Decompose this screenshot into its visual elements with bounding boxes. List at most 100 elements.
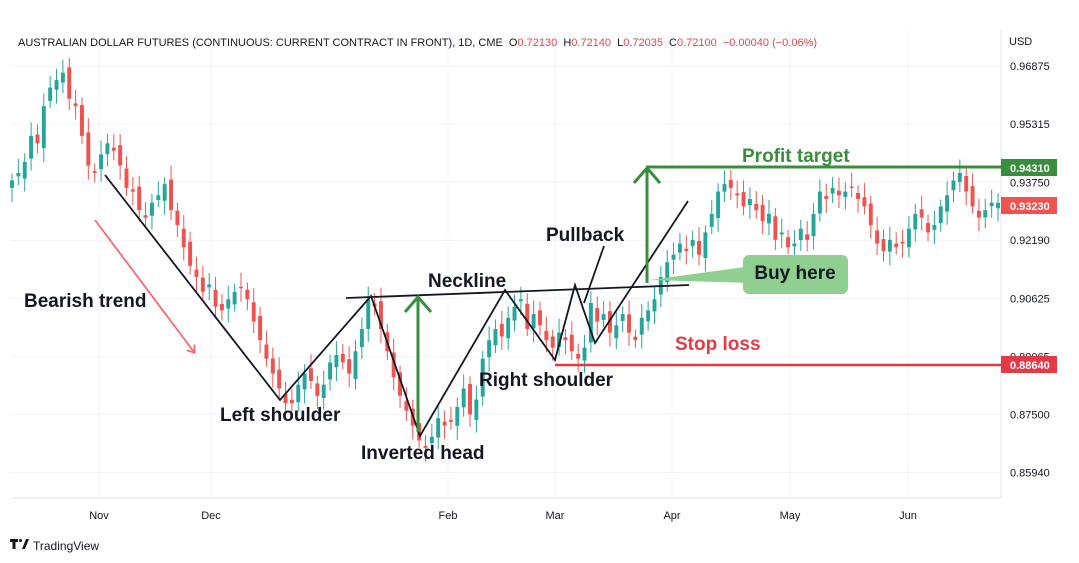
bearish-trend-label: Bearish trend <box>24 291 146 312</box>
candle <box>264 331 269 367</box>
candle <box>932 210 937 244</box>
inverted-head-label: Inverted head <box>361 443 485 464</box>
height-arrow <box>403 294 433 432</box>
candle <box>67 57 72 111</box>
candle <box>22 153 27 192</box>
candle <box>99 140 104 182</box>
candle <box>614 311 619 350</box>
l-label: L <box>617 37 623 49</box>
pullback-label: Pullback <box>546 225 625 246</box>
candle <box>162 177 167 215</box>
candle <box>951 171 956 203</box>
candle <box>938 199 943 232</box>
candle <box>868 195 873 239</box>
candle <box>779 218 784 249</box>
candle <box>588 291 593 353</box>
candle <box>976 198 981 232</box>
candle <box>665 249 670 292</box>
candle <box>111 134 116 161</box>
x-tick-label: Feb <box>439 510 458 522</box>
candle <box>894 232 899 255</box>
candle <box>334 341 339 382</box>
candle <box>277 357 282 398</box>
candle <box>811 203 816 250</box>
candle <box>328 354 333 391</box>
candle <box>366 286 371 343</box>
c-value: 0.72100 <box>677 37 717 49</box>
candle <box>773 208 778 251</box>
candle <box>741 180 746 216</box>
candle <box>620 306 625 333</box>
candle <box>353 339 358 390</box>
candle <box>684 235 689 265</box>
candle <box>270 347 275 388</box>
candle <box>722 170 727 202</box>
candle <box>73 89 78 120</box>
candle <box>480 351 485 407</box>
x-tick-label: Nov <box>89 510 109 522</box>
x-tick-label: May <box>780 510 801 522</box>
neckline-line <box>345 284 690 299</box>
candle <box>130 176 135 206</box>
candle <box>80 97 84 144</box>
candle <box>563 328 568 355</box>
candle <box>226 285 231 323</box>
candle <box>798 219 803 251</box>
svg-text:0.93230: 0.93230 <box>1010 201 1050 213</box>
candle <box>86 118 91 180</box>
candle <box>512 294 517 332</box>
profit-target-price-tag: 0.94310 <box>1001 159 1057 176</box>
candle <box>474 385 479 433</box>
candle <box>149 193 154 230</box>
candle <box>576 343 581 372</box>
candle <box>544 316 549 353</box>
candle <box>239 272 243 302</box>
candle <box>455 397 460 440</box>
currency-label: USD <box>1009 36 1032 48</box>
x-axis: Nov Dec Feb Mar Apr May Jun <box>89 30 917 522</box>
candle <box>957 159 962 193</box>
candle <box>817 179 822 222</box>
candle <box>607 301 612 347</box>
candle <box>601 301 606 328</box>
candle <box>747 187 752 220</box>
profit-target-label: Profit target <box>742 146 850 167</box>
candle <box>499 310 504 350</box>
tradingview-brand: TradingView <box>33 539 99 553</box>
candle <box>321 370 326 410</box>
candle <box>448 406 453 430</box>
candle <box>289 388 294 416</box>
candle <box>309 354 313 389</box>
candle <box>697 227 701 266</box>
candle <box>188 231 193 275</box>
candle <box>245 282 250 311</box>
buy-here-box <box>743 255 848 294</box>
left-shoulder-label: Left shoulder <box>220 405 341 426</box>
candle <box>105 133 110 167</box>
svg-text:0.88640: 0.88640 <box>1010 360 1050 372</box>
candle <box>194 256 199 292</box>
candle <box>315 376 320 410</box>
candle <box>347 346 352 388</box>
candle <box>538 301 542 336</box>
candle <box>690 230 695 258</box>
candle <box>398 365 403 408</box>
stop-loss-label: Stop loss <box>675 334 761 355</box>
candle <box>709 199 714 234</box>
candle <box>404 387 409 421</box>
candle <box>856 185 861 214</box>
buy-here-pointer <box>650 266 752 283</box>
target-projection-arrow <box>632 165 662 283</box>
candle <box>359 317 364 360</box>
candle <box>735 180 740 209</box>
right-shoulder-label: Right shoulder <box>479 370 614 391</box>
x-tick-label: Dec <box>201 510 221 522</box>
x-tick-label: Jun <box>899 510 917 522</box>
candle <box>35 124 40 154</box>
candle <box>945 181 950 225</box>
c-label: C <box>669 37 677 49</box>
candle <box>569 321 574 360</box>
y-tick-label: 0.95315 <box>1010 119 1050 131</box>
candle <box>836 177 841 208</box>
